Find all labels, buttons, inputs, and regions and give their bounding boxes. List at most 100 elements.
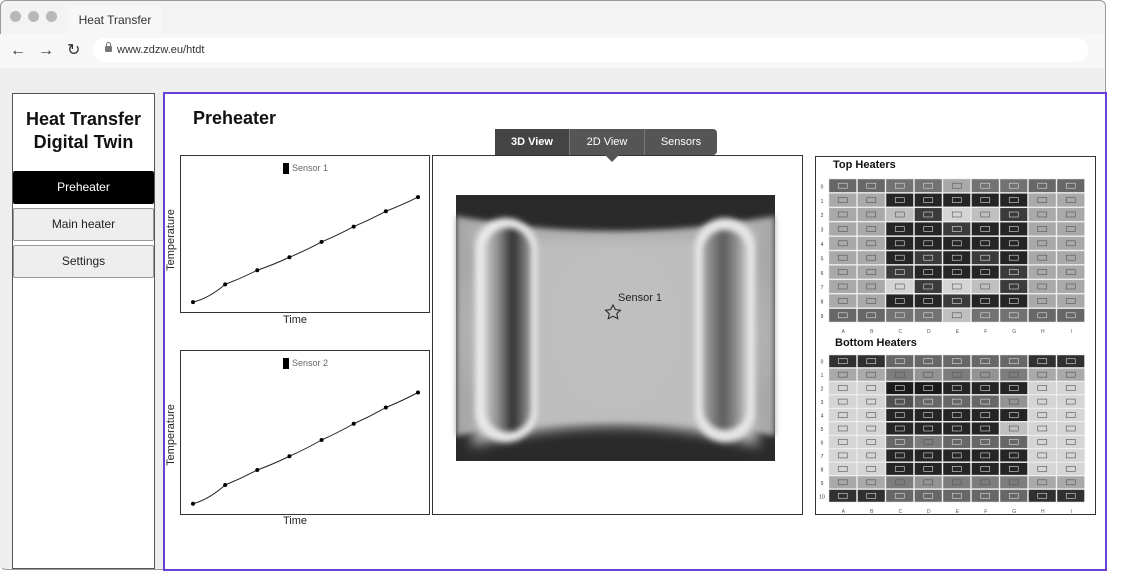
heater-cell[interactable] bbox=[999, 462, 1028, 476]
heater-cell[interactable] bbox=[885, 381, 914, 395]
sensor1-marker-star-icon[interactable] bbox=[604, 303, 622, 320]
heater-cell[interactable] bbox=[1056, 462, 1085, 476]
heater-cell[interactable] bbox=[999, 265, 1028, 280]
heater-cell[interactable] bbox=[942, 381, 971, 395]
tab-2d-view[interactable]: 2D View bbox=[570, 129, 645, 155]
heater-cell[interactable] bbox=[1056, 448, 1085, 462]
heater-cell[interactable] bbox=[828, 354, 857, 368]
heater-cell[interactable] bbox=[828, 475, 857, 489]
heater-cell[interactable] bbox=[857, 308, 886, 323]
heater-cell[interactable] bbox=[1056, 489, 1085, 503]
heater-cell[interactable] bbox=[1056, 193, 1085, 208]
heater-cell[interactable] bbox=[1028, 178, 1057, 193]
heater-cell[interactable] bbox=[914, 279, 943, 294]
heater-cell[interactable] bbox=[999, 381, 1028, 395]
heater-cell[interactable] bbox=[942, 250, 971, 265]
back-arrow-icon[interactable]: ← bbox=[10, 42, 26, 59]
heater-cell[interactable] bbox=[828, 448, 857, 462]
heater-cell[interactable] bbox=[971, 279, 1000, 294]
heater-cell[interactable] bbox=[942, 408, 971, 422]
heater-cell[interactable] bbox=[914, 265, 943, 280]
heater-cell[interactable] bbox=[971, 250, 1000, 265]
heater-cell[interactable] bbox=[857, 279, 886, 294]
heater-cell[interactable] bbox=[1056, 435, 1085, 449]
heater-cell[interactable] bbox=[1056, 408, 1085, 422]
heater-cell[interactable] bbox=[999, 293, 1028, 308]
heater-cell[interactable] bbox=[857, 422, 886, 435]
heater-cell[interactable] bbox=[857, 178, 886, 193]
heater-cell[interactable] bbox=[857, 207, 886, 222]
heater-cell[interactable] bbox=[971, 408, 1000, 422]
heater-cell[interactable] bbox=[914, 475, 943, 489]
heater-cell[interactable] bbox=[1028, 193, 1057, 208]
heater-cell[interactable] bbox=[857, 368, 886, 382]
heater-cell[interactable] bbox=[914, 448, 943, 462]
heater-cell[interactable] bbox=[999, 178, 1028, 193]
heater-cell[interactable] bbox=[914, 250, 943, 265]
browser-tab[interactable]: Heat Transfer bbox=[68, 5, 162, 35]
heater-cell[interactable] bbox=[885, 462, 914, 476]
heater-cell[interactable] bbox=[971, 236, 1000, 251]
heater-cell[interactable] bbox=[914, 236, 943, 251]
heater-cell[interactable] bbox=[1056, 265, 1085, 280]
forward-arrow-icon[interactable]: → bbox=[38, 42, 54, 59]
heater-cell[interactable] bbox=[914, 368, 943, 382]
heater-cell[interactable] bbox=[828, 178, 857, 193]
heater-cell[interactable] bbox=[828, 308, 857, 323]
heater-cell[interactable] bbox=[942, 221, 971, 236]
heater-cell[interactable] bbox=[1028, 462, 1057, 476]
heater-cell[interactable] bbox=[999, 193, 1028, 208]
heater-cell[interactable] bbox=[828, 207, 857, 222]
heater-cell[interactable] bbox=[914, 462, 943, 476]
heater-cell[interactable] bbox=[1028, 395, 1057, 409]
heater-cell[interactable] bbox=[885, 193, 914, 208]
heater-cell[interactable] bbox=[1056, 475, 1085, 489]
heater-cell[interactable] bbox=[828, 395, 857, 409]
heater-cell[interactable] bbox=[914, 381, 943, 395]
heater-cell[interactable] bbox=[999, 279, 1028, 294]
heater-cell[interactable] bbox=[857, 221, 886, 236]
heater-cell[interactable] bbox=[885, 408, 914, 422]
heater-cell[interactable] bbox=[914, 422, 943, 435]
heater-cell[interactable] bbox=[885, 489, 914, 503]
heater-cell[interactable] bbox=[1028, 236, 1057, 251]
heater-cell[interactable] bbox=[942, 462, 971, 476]
heater-cell[interactable] bbox=[942, 489, 971, 503]
heater-cell[interactable] bbox=[999, 236, 1028, 251]
heater-cell[interactable] bbox=[1028, 250, 1057, 265]
heater-cell[interactable] bbox=[1028, 221, 1057, 236]
heater-cell[interactable] bbox=[971, 265, 1000, 280]
heater-cell[interactable] bbox=[971, 308, 1000, 323]
heater-cell[interactable] bbox=[828, 293, 857, 308]
tab-3d-view[interactable]: 3D View bbox=[495, 129, 570, 155]
heater-cell[interactable] bbox=[1028, 308, 1057, 323]
heater-cell[interactable] bbox=[914, 178, 943, 193]
heater-cell[interactable] bbox=[942, 293, 971, 308]
heater-cell[interactable] bbox=[999, 395, 1028, 409]
heater-cell[interactable] bbox=[1028, 489, 1057, 503]
heater-cell[interactable] bbox=[828, 435, 857, 449]
heater-cell[interactable] bbox=[971, 435, 1000, 449]
heater-cell[interactable] bbox=[1028, 368, 1057, 382]
heater-cell[interactable] bbox=[1056, 221, 1085, 236]
heater-cell[interactable] bbox=[828, 462, 857, 476]
heater-cell[interactable] bbox=[857, 354, 886, 368]
heater-cell[interactable] bbox=[942, 368, 971, 382]
heater-cell[interactable] bbox=[942, 207, 971, 222]
heater-cell[interactable] bbox=[1056, 236, 1085, 251]
heater-cell[interactable] bbox=[914, 193, 943, 208]
heater-cell[interactable] bbox=[885, 422, 914, 435]
heater-cell[interactable] bbox=[885, 368, 914, 382]
heater-cell[interactable] bbox=[857, 293, 886, 308]
heater-cell[interactable] bbox=[828, 236, 857, 251]
heater-cell[interactable] bbox=[885, 207, 914, 222]
heater-cell[interactable] bbox=[1056, 250, 1085, 265]
heater-cell[interactable] bbox=[914, 435, 943, 449]
heater-cell[interactable] bbox=[914, 207, 943, 222]
heater-cell[interactable] bbox=[999, 368, 1028, 382]
heater-cell[interactable] bbox=[914, 408, 943, 422]
sidebar-item-main-heater[interactable]: Main heater bbox=[13, 208, 154, 241]
sidebar-item-preheater[interactable]: Preheater bbox=[13, 171, 154, 204]
heater-cell[interactable] bbox=[914, 489, 943, 503]
heater-cell[interactable] bbox=[1028, 435, 1057, 449]
